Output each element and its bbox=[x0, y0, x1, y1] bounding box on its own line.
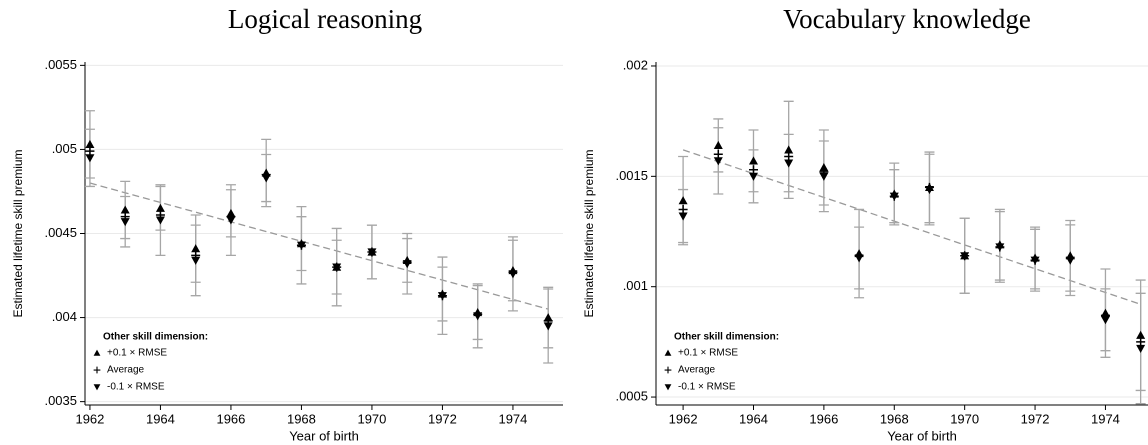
legend-label: +0.1 × RMSE bbox=[678, 348, 738, 359]
data-point bbox=[508, 270, 518, 279]
data-point bbox=[784, 145, 794, 154]
data-point bbox=[473, 312, 483, 321]
chart-title: Logical reasoning bbox=[228, 4, 422, 34]
data-point bbox=[155, 216, 165, 225]
data-point bbox=[1030, 256, 1040, 265]
legend-title: Other skill dimension: bbox=[674, 332, 779, 343]
legend-marker bbox=[93, 366, 101, 374]
y-tick-label: .002 bbox=[623, 57, 648, 72]
data-point bbox=[713, 157, 723, 166]
x-tick-label: 1970 bbox=[357, 411, 386, 426]
x-tick-label: 1962 bbox=[75, 411, 104, 426]
data-point bbox=[120, 218, 130, 227]
data-point bbox=[85, 154, 95, 163]
data-point bbox=[784, 151, 794, 161]
x-tick-label: 1972 bbox=[428, 411, 457, 426]
legend-marker bbox=[664, 366, 672, 374]
data-point bbox=[713, 149, 723, 159]
data-point bbox=[543, 322, 553, 331]
data-point bbox=[924, 185, 934, 195]
data-point bbox=[191, 256, 201, 265]
data-point bbox=[120, 205, 130, 214]
data-point bbox=[367, 248, 377, 257]
data-point bbox=[995, 243, 1005, 252]
data-point bbox=[854, 254, 864, 263]
legend-marker bbox=[93, 349, 101, 356]
trend-line bbox=[682, 149, 1141, 305]
data-point bbox=[819, 172, 829, 181]
data-point bbox=[819, 163, 829, 172]
chart-title: Vocabulary knowledge bbox=[783, 4, 1031, 34]
x-axis-label: Year of birth bbox=[289, 428, 359, 443]
x-tick-label: 1974 bbox=[498, 411, 527, 426]
x-axis-label: Year of birth bbox=[887, 428, 957, 443]
x-tick-label: 1964 bbox=[739, 411, 768, 426]
data-point bbox=[1136, 337, 1146, 347]
y-tick-label: .005 bbox=[52, 141, 77, 156]
data-point bbox=[437, 292, 447, 301]
y-axis-label: Estimated lifetime skill premium bbox=[11, 149, 25, 317]
data-point bbox=[191, 244, 201, 253]
x-tick-label: 1974 bbox=[1091, 411, 1120, 426]
data-point bbox=[678, 212, 688, 221]
data-point bbox=[713, 140, 723, 150]
data-point bbox=[155, 203, 165, 212]
data-point bbox=[889, 192, 899, 201]
data-point bbox=[960, 252, 970, 261]
legend-label: +0.1 × RMSE bbox=[107, 348, 167, 359]
legend-label: Average bbox=[678, 365, 716, 376]
y-axis-label: Estimated lifetime skill premium bbox=[582, 149, 596, 317]
data-point bbox=[678, 204, 688, 214]
y-tick-label: .0035 bbox=[44, 393, 77, 408]
x-tick-label: 1966 bbox=[216, 411, 245, 426]
data-point bbox=[332, 263, 342, 272]
x-tick-label: 1972 bbox=[1021, 411, 1050, 426]
y-tick-label: .0005 bbox=[615, 388, 648, 403]
legend-label: Average bbox=[107, 365, 145, 376]
data-point bbox=[85, 139, 95, 148]
data-point bbox=[678, 196, 688, 205]
y-tick-label: .001 bbox=[623, 278, 648, 293]
data-point bbox=[784, 159, 794, 168]
data-point bbox=[748, 165, 758, 175]
data-point bbox=[85, 146, 95, 156]
data-point bbox=[1065, 256, 1075, 265]
data-point bbox=[1136, 330, 1146, 339]
x-tick-label: 1968 bbox=[880, 411, 909, 426]
y-tick-label: .0015 bbox=[615, 168, 648, 183]
legend-label: -0.1 × RMSE bbox=[678, 382, 736, 393]
data-point bbox=[1136, 344, 1146, 353]
data-point bbox=[261, 174, 271, 183]
x-tick-label: 1962 bbox=[669, 411, 698, 426]
data-point bbox=[296, 241, 306, 250]
legend-title: Other skill dimension: bbox=[103, 332, 208, 343]
x-tick-label: 1966 bbox=[809, 411, 838, 426]
data-point bbox=[402, 260, 412, 269]
legend-marker bbox=[664, 349, 672, 356]
trend-line bbox=[89, 182, 549, 310]
y-tick-label: .0045 bbox=[44, 225, 77, 240]
data-point bbox=[748, 156, 758, 165]
y-tick-label: .0055 bbox=[44, 57, 77, 72]
legend-marker bbox=[664, 384, 672, 391]
y-tick-label: .004 bbox=[52, 309, 77, 324]
x-tick-label: 1968 bbox=[287, 411, 316, 426]
data-point bbox=[748, 172, 758, 181]
data-point bbox=[1100, 316, 1110, 325]
x-tick-label: 1964 bbox=[146, 411, 175, 426]
legend-marker bbox=[93, 384, 101, 391]
data-point bbox=[226, 216, 236, 225]
legend-label: -0.1 × RMSE bbox=[107, 382, 165, 393]
x-tick-label: 1970 bbox=[950, 411, 979, 426]
